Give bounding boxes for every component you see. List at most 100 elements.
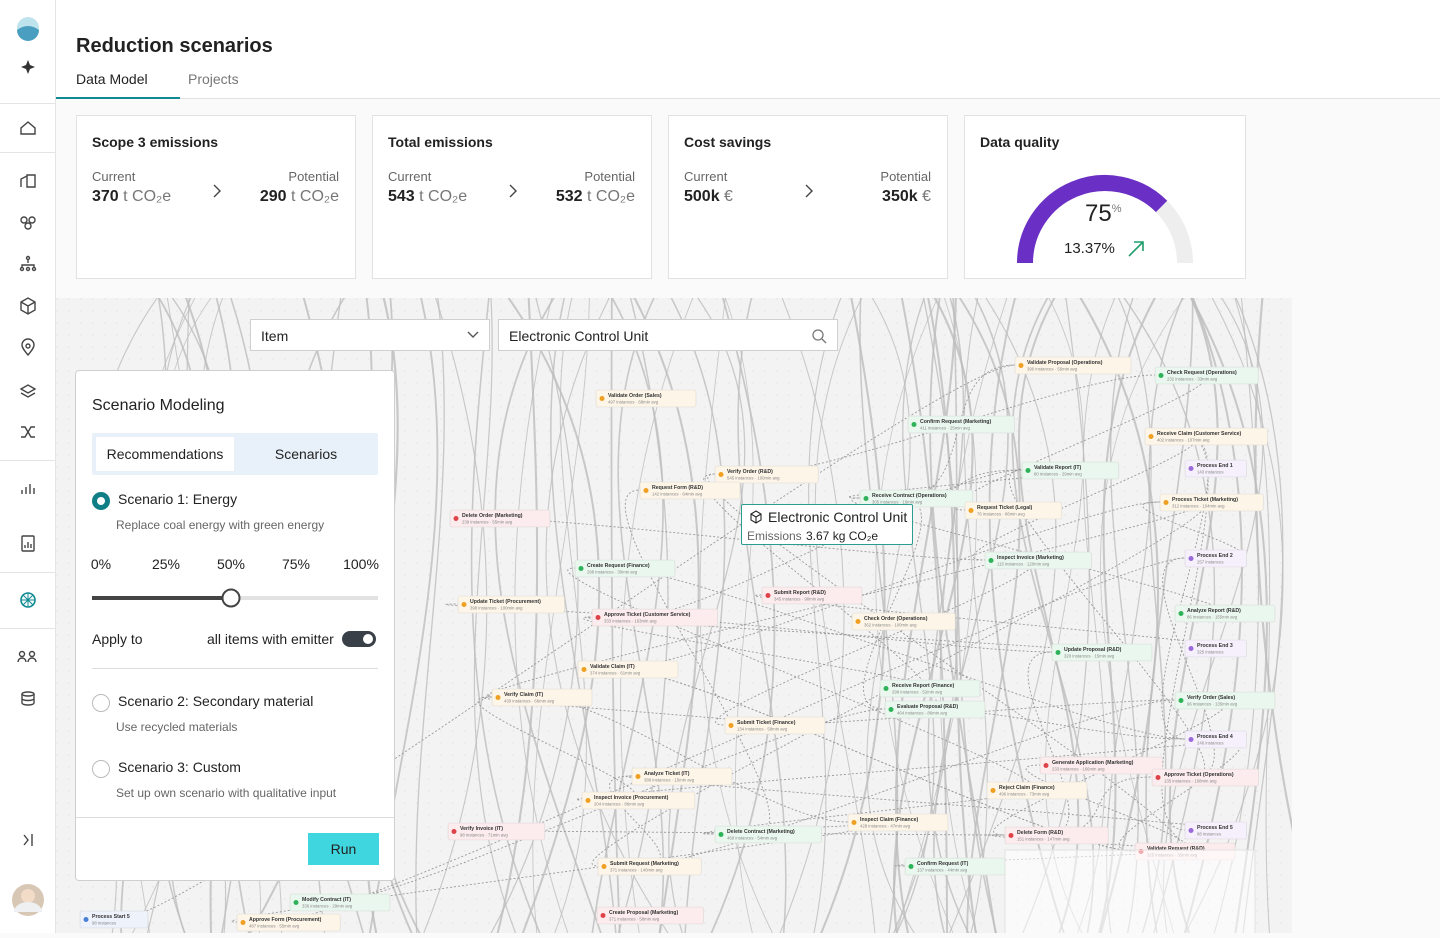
process-node[interactable]: Verify Order (R&D)545 instances · 100min… [714,465,819,484]
node-sub: 135 instances · 168min avg [1164,779,1217,784]
location-icon[interactable] [21,338,35,357]
tab[interactable]: Data Model [76,71,148,87]
process-node[interactable]: Approve Form (Procurement)487 instances … [236,913,341,932]
process-node[interactable]: Delete Order (Marketing)239 instances · … [449,509,551,528]
toggle-option[interactable]: Scenarios [274,446,338,462]
process-node[interactable]: Validate Claim (IT)374 instances · 61min… [577,660,679,679]
process-node[interactable]: Create Request (Finance)298 instances · … [574,559,676,578]
process-node[interactable]: Request Form (R&D)142 instances · 64min … [639,481,741,500]
node-tint [1160,494,1264,511]
home-icon[interactable] [20,121,36,135]
process-node[interactable]: Inspect Invoice (Marketing)115 instances… [984,551,1092,570]
report-icon[interactable] [21,535,35,552]
network-icon[interactable] [20,216,28,224]
process-node[interactable]: Process Ticket (Marketing)312 instances … [1159,493,1264,512]
process-node[interactable]: Check Order (Operations)362 instances · … [851,612,956,631]
node-box [596,906,704,925]
slider[interactable]: 0% 25% 50% 75% 100% [76,551,396,611]
collapse-icon[interactable] [23,834,33,846]
hierarchy-icon[interactable] [21,259,35,268]
quality-card: Data quality [964,115,1246,279]
process-node[interactable]: Inspect Claim (Finance)428 instances · 4… [847,813,949,832]
process-node[interactable]: Delete Form (R&D)151 instances · 147min … [1004,826,1109,845]
chart-icon[interactable] [21,484,35,494]
process-node[interactable]: Process End 588 instances [1184,821,1247,840]
shuffle-icon[interactable] [21,426,35,438]
radio[interactable] [92,694,110,712]
process-node[interactable]: Reject Claim (Finance)496 instances · 73… [986,781,1088,800]
radio[interactable] [92,760,110,778]
edge [988,298,1065,933]
process-node[interactable]: Verify Invoice (IT)98 instances · 71min … [447,822,546,841]
process-node[interactable]: Inspect Invoice (Procurement)204 instanc… [581,791,696,810]
process-node[interactable]: Analyze Ticket (IT)388 instances · 15min… [631,767,733,786]
process-node[interactable]: Receive Claim (Customer Service)402 inst… [1144,427,1268,446]
apply-value: all items with emitter [207,631,334,647]
type-select[interactable]: Item [250,319,490,351]
box-icon[interactable] [20,297,36,315]
node-status [1188,646,1194,651]
process-node[interactable]: Verify Order (Sales)96 instances · 135mi… [1174,691,1276,710]
process-node[interactable]: Check Request (Operations)232 instances … [1154,366,1259,385]
process-node[interactable]: Receive Contract (Operations)305 instanc… [859,489,974,508]
process-node[interactable]: Validate Report (IT)80 instances · 29min… [1021,461,1120,480]
segmented-toggle: Recommendations Scenarios [92,433,378,475]
node-label: Check Request (Operations) [1167,370,1237,376]
search-icon[interactable] [811,328,827,344]
node-label: Request Ticket (Legal) [977,505,1033,511]
process-node[interactable]: Request Ticket (Legal)76 instances · 86m… [964,501,1063,520]
toggle-option[interactable]: Recommendations [96,437,234,471]
process-node[interactable]: Validate Order (Sales)497 instances · 68… [595,389,697,408]
process-node[interactable]: Submit Ticket (Finance)134 instances · 5… [724,716,826,735]
node-tint [597,907,704,924]
process-node[interactable]: Process Start 598 instances [79,910,149,929]
process-node[interactable]: Update Ticket (Procurement)398 instances… [457,595,565,614]
radio[interactable] [92,492,110,510]
process-node[interactable]: Delete Contract (Marketing)469 instances… [714,825,822,844]
node-box [597,857,702,876]
panel-title: Scenario Modeling [92,397,225,414]
process-node[interactable]: Evaluate Proposal (R&D)464 instances · 8… [884,700,986,719]
node-status [718,472,724,477]
process-node[interactable]: Verify Claim (IT)430 instances · 66min a… [491,688,593,707]
process-node[interactable]: Confirm Request (IT)137 instances · 44mi… [904,857,1006,876]
process-node[interactable]: Update Proposal (R&D)320 instances · 15m… [1051,643,1153,662]
process-node[interactable]: Receive Report (Finance)299 instances · … [879,679,981,698]
separator [0,152,55,153]
process-node[interactable]: Generate Application (Marketing)233 inst… [1039,756,1163,775]
toggle-switch[interactable] [342,630,376,648]
node-box [447,822,546,841]
process-node[interactable]: Approve Ticket (Customer Service)333 ins… [591,608,718,627]
process-node[interactable]: Submit Request (Marketing)371 instances … [597,857,702,876]
node-tint [908,416,1015,433]
process-node[interactable]: Validate Proposal (Operations)390 instan… [1014,356,1132,375]
run-button[interactable]: Run [308,833,379,865]
node-status [851,820,857,825]
search-input[interactable]: Electronic Control Unit [498,319,838,351]
node-status [453,516,459,521]
users-icon[interactable] [18,650,26,658]
node-status [461,602,467,607]
ai-icon[interactable] [21,60,35,74]
database-icon[interactable] [21,691,35,697]
process-node[interactable]: Modify Contract (IT)336 instances · 29mi… [289,893,391,912]
node-box [884,700,986,719]
process-node[interactable]: Analyze Report (R&D)86 instances · 155mi… [1174,604,1276,623]
node-tint [965,502,1062,519]
buildings-icon[interactable] [20,174,36,188]
tab[interactable]: Projects [188,71,239,87]
node-sub: 86 instances · 155min avg [1187,615,1238,620]
layers-icon[interactable] [19,384,37,398]
process-node[interactable]: Create Proposal (Marketing)371 instances… [596,906,704,925]
process-node[interactable]: Confirm Request (Marketing)411 instances… [907,415,1015,434]
node-box [907,415,1015,434]
process-node[interactable]: Submit Report (R&D)345 instances · 98min… [761,586,863,605]
process-node[interactable]: Approve Ticket (Operations)135 instances… [1151,768,1259,787]
node-tint [1015,357,1131,374]
node-sub: 336 instances · 29min avg [302,904,353,909]
edge-dotted [329,708,886,903]
